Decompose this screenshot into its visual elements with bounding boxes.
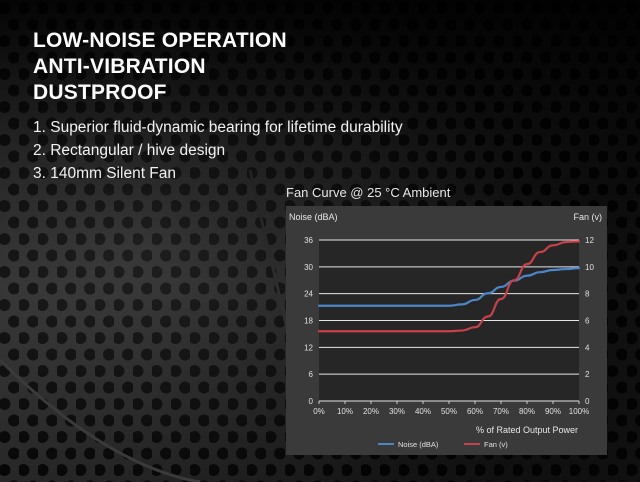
x-tick-label: 90% [545,407,561,416]
x-tick-label: 50% [441,407,457,416]
x-tick-label: 40% [415,407,431,416]
headline-low-noise: LOW-NOISE OPERATION [33,29,287,52]
y-left-tick-label: 0 [309,397,314,406]
x-tick-label: 0% [313,407,325,416]
fan-curve-chart: 0 6 12 18 24 30 36 0 2 4 6 8 10 12 0% 10% 20% 30% 40% 50% 60… [286,206,607,455]
x-tick-label: 20% [363,407,379,416]
y-right-tick-label: 10 [585,263,594,272]
y-left-tick-label: 24 [304,290,313,299]
legend-fan-label: Fan (v) [484,440,508,449]
legend-noise-label: Noise (dBA) [398,440,439,449]
y-right-tick-label: 0 [585,397,590,406]
y-right-tick-label: 4 [585,343,590,352]
y-right-axis-label: Fan (v) [573,212,602,222]
noise-series-line [317,267,581,307]
x-tick-label: 60% [467,407,483,416]
feature-bearing: 1. Superior fluid-dynamic bearing for li… [33,119,403,136]
x-tick-label: 10% [337,407,353,416]
chart-title: Fan Curve @ 25 °C Ambient [286,185,451,200]
y-right-tick-label: 2 [585,370,590,379]
x-tick-label: 70% [493,407,509,416]
x-tick-label: 100% [569,407,589,416]
y-left-tick-label: 6 [309,370,314,379]
y-left-tick-label: 18 [304,317,313,326]
y-right-tick-label: 8 [585,290,590,299]
y-left-tick-label: 36 [304,236,313,245]
y-right-tick-label: 6 [585,317,590,326]
x-axis-label: % of Rated Output Power [476,425,578,435]
headline-anti-vibration: ANTI-VIBRATION [33,55,206,78]
y-left-tick-label: 30 [304,263,313,272]
fan-series-line [317,240,581,333]
y-right-tick-label: 12 [585,236,594,245]
x-tick-label: 30% [389,407,405,416]
y-left-tick-label: 12 [304,343,313,352]
headline-dustproof: DUSTPROOF [33,81,167,104]
y-left-axis-label: Noise (dBA) [289,212,338,222]
feature-hive-design: 2. Rectangular / hive design [33,142,226,159]
x-tick-label: 80% [519,407,535,416]
feature-silent-fan: 3. 140mm Silent Fan [33,165,177,182]
